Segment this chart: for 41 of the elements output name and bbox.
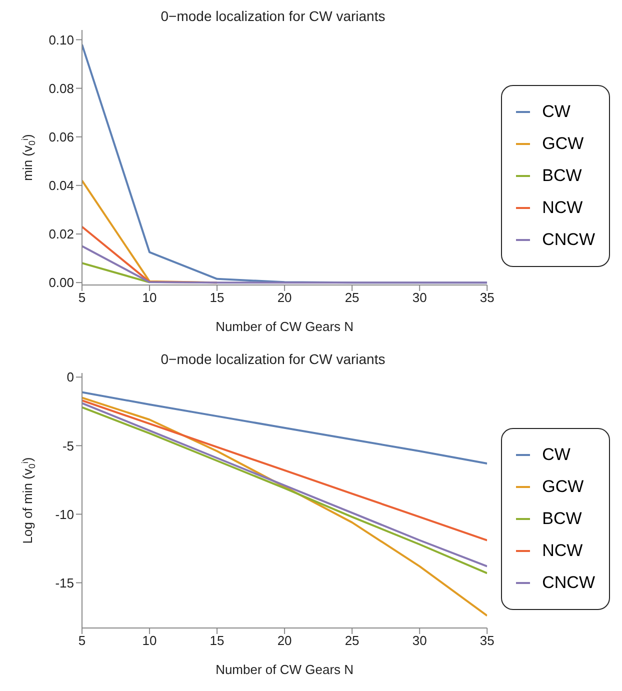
x-tick-label: 30 bbox=[412, 633, 427, 648]
x-tick-label: 15 bbox=[210, 290, 224, 306]
line-series bbox=[82, 399, 488, 542]
y-tick-label: -10 bbox=[55, 506, 74, 522]
legend-label: CW bbox=[542, 102, 570, 122]
x-tick-label: 20 bbox=[277, 633, 292, 648]
legend-label: BCW bbox=[542, 166, 582, 186]
legend-label: GCW bbox=[542, 134, 584, 154]
chart-title: 0−mode localization for CW variants bbox=[160, 8, 386, 24]
legend-label: NCW bbox=[542, 198, 583, 218]
x-tick-label: 35 bbox=[480, 633, 494, 648]
x-tick-label: 5 bbox=[78, 633, 86, 648]
x-tick-label: 15 bbox=[210, 633, 224, 648]
legend-label: GCW bbox=[542, 476, 584, 496]
legend-label: CNCW bbox=[542, 572, 595, 592]
legend-label: BCW bbox=[542, 508, 582, 528]
y-tick-label: -15 bbox=[55, 575, 74, 590]
line-series bbox=[82, 391, 488, 464]
x-tick-label: 25 bbox=[344, 633, 360, 648]
legend-label: CW bbox=[542, 444, 570, 464]
y-tick-label: 0.06 bbox=[48, 129, 74, 144]
x-tick-label: 10 bbox=[142, 633, 157, 648]
x-tick-label: 35 bbox=[480, 290, 494, 306]
x-tick-label: 5 bbox=[78, 290, 86, 306]
x-tick-label: 30 bbox=[412, 290, 427, 306]
y-tick-label: 0.00 bbox=[48, 275, 74, 290]
y-tick-label: 0.04 bbox=[48, 178, 74, 194]
legend-label: NCW bbox=[542, 540, 583, 560]
line-series bbox=[82, 396, 488, 617]
chart-title: 0−mode localization for CW variants bbox=[160, 351, 386, 367]
x-tick-label: 25 bbox=[344, 290, 360, 306]
y-tick-label: 0.10 bbox=[48, 32, 74, 48]
x-axis-title: Number of CW Gears N bbox=[216, 662, 354, 677]
y-tick-label: 0.08 bbox=[48, 80, 74, 96]
y-tick-label: 0.02 bbox=[48, 226, 74, 242]
x-tick-label: 10 bbox=[142, 290, 157, 306]
x-tick-label: 20 bbox=[277, 290, 292, 306]
y-tick-label: -5 bbox=[62, 438, 74, 454]
y-tick-label: 0 bbox=[66, 370, 74, 385]
legend-label: CNCW bbox=[542, 230, 595, 250]
x-axis-title: Number of CW Gears N bbox=[216, 319, 354, 334]
